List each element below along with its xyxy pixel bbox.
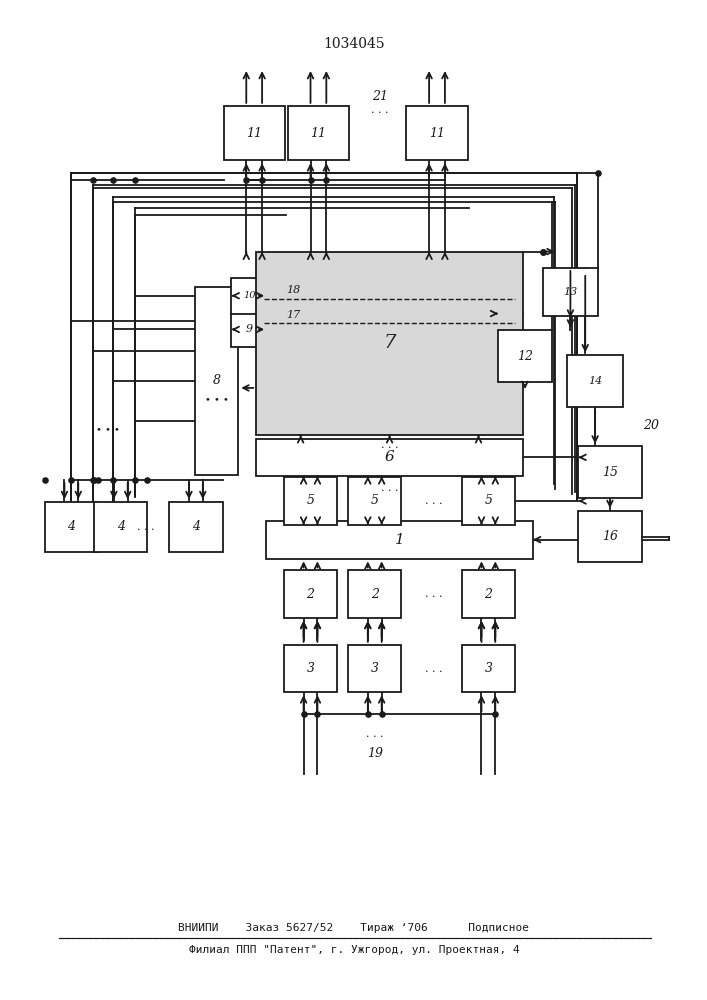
Bar xyxy=(94,502,148,552)
Text: 5: 5 xyxy=(370,494,379,507)
Bar xyxy=(169,502,223,552)
Point xyxy=(88,472,99,488)
Text: 14: 14 xyxy=(588,376,602,386)
Point xyxy=(88,172,99,188)
Text: 11: 11 xyxy=(310,127,327,140)
Text: . . .: . . . xyxy=(426,589,443,599)
Bar xyxy=(231,278,267,314)
Text: 3: 3 xyxy=(307,662,315,675)
Bar xyxy=(568,355,623,407)
Point xyxy=(93,472,104,488)
Text: 15: 15 xyxy=(602,466,618,479)
Bar xyxy=(223,106,285,160)
Point xyxy=(129,472,140,488)
Text: 13: 13 xyxy=(563,287,578,297)
Point xyxy=(312,706,323,722)
Point xyxy=(107,472,119,488)
Bar xyxy=(231,312,267,347)
Bar xyxy=(578,511,641,562)
Text: 11: 11 xyxy=(429,127,445,140)
Text: . . .: . . . xyxy=(381,440,398,450)
Point xyxy=(537,244,549,260)
Text: 2: 2 xyxy=(484,588,492,601)
Bar xyxy=(284,570,337,618)
Text: 5: 5 xyxy=(307,494,315,507)
Text: . . .: . . . xyxy=(366,729,383,739)
Bar xyxy=(348,645,402,692)
Text: 12: 12 xyxy=(517,350,533,363)
Bar xyxy=(498,330,551,382)
Point xyxy=(537,244,549,260)
Point xyxy=(298,706,309,722)
Text: 1034045: 1034045 xyxy=(323,37,385,51)
Text: 10: 10 xyxy=(243,291,255,300)
Text: 3: 3 xyxy=(370,662,379,675)
Bar xyxy=(348,477,402,525)
Bar xyxy=(256,252,523,435)
Text: ВНИИПИ    Заказ 5627/52    Тираж ‘706      Подписное: ВНИИПИ Заказ 5627/52 Тираж ‘706 Подписно… xyxy=(178,923,530,933)
Text: 18: 18 xyxy=(286,285,301,295)
Text: 2: 2 xyxy=(307,588,315,601)
Bar xyxy=(348,570,402,618)
Point xyxy=(142,472,153,488)
Text: . . .: . . . xyxy=(381,483,398,493)
Point xyxy=(376,706,387,722)
Bar xyxy=(543,268,598,316)
Bar xyxy=(266,521,533,559)
Point xyxy=(490,706,501,722)
Bar xyxy=(195,287,238,475)
Bar xyxy=(578,446,641,498)
Text: 5: 5 xyxy=(484,494,492,507)
Bar xyxy=(45,502,98,552)
Text: 3: 3 xyxy=(484,662,492,675)
Text: 21: 21 xyxy=(372,90,387,103)
Text: • • •: • • • xyxy=(96,426,120,435)
Text: 17: 17 xyxy=(286,310,301,320)
Text: 9: 9 xyxy=(245,324,253,334)
Text: 4: 4 xyxy=(67,520,76,533)
Text: 19: 19 xyxy=(367,747,382,760)
Bar xyxy=(462,477,515,525)
Point xyxy=(362,706,373,722)
Text: 6: 6 xyxy=(385,450,395,464)
Text: 8: 8 xyxy=(213,374,221,387)
Point xyxy=(592,165,604,181)
Text: 11: 11 xyxy=(246,127,262,140)
Bar xyxy=(407,106,467,160)
Point xyxy=(66,472,77,488)
Bar xyxy=(288,106,349,160)
Bar xyxy=(284,477,337,525)
Text: . . .: . . . xyxy=(426,496,443,506)
Bar xyxy=(462,645,515,692)
Text: 1: 1 xyxy=(395,533,404,547)
Point xyxy=(129,172,140,188)
Point xyxy=(39,472,50,488)
Bar xyxy=(256,439,523,476)
Bar xyxy=(284,645,337,692)
Point xyxy=(88,472,100,488)
Point xyxy=(257,172,268,188)
Point xyxy=(107,172,119,188)
Text: . . .: . . . xyxy=(371,105,388,115)
Text: 4: 4 xyxy=(117,520,124,533)
Text: 2: 2 xyxy=(370,588,379,601)
Point xyxy=(240,172,252,188)
Text: . . .: . . . xyxy=(426,664,443,674)
Point xyxy=(321,172,332,188)
Text: 20: 20 xyxy=(643,419,660,432)
Point xyxy=(305,172,316,188)
Text: . . .: . . . xyxy=(136,522,154,532)
Bar xyxy=(462,570,515,618)
Text: 16: 16 xyxy=(602,530,618,543)
Text: 7: 7 xyxy=(383,334,396,352)
Text: Филиал ППП "Патент", г. Ужгород, ул. Проектная, 4: Филиал ППП "Патент", г. Ужгород, ул. Про… xyxy=(189,945,520,955)
Text: • • •: • • • xyxy=(205,396,228,405)
Text: 4: 4 xyxy=(192,520,200,533)
